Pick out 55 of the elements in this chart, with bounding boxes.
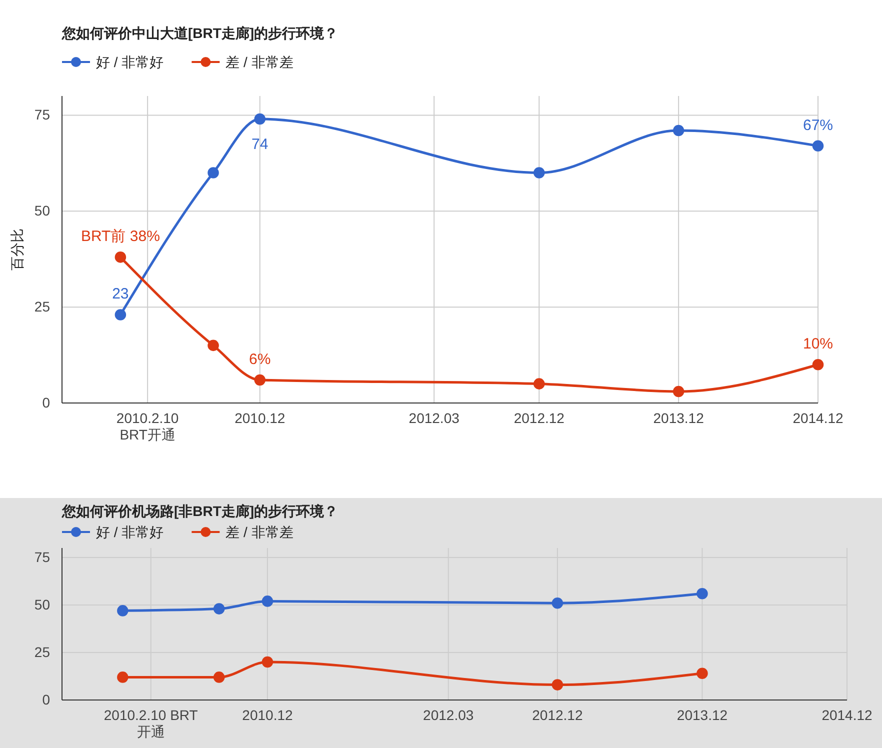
point: [254, 113, 266, 125]
chart-title: 您如何评价中山大道[BRT走廊]的步行环境？: [61, 25, 338, 41]
point: [117, 672, 128, 683]
point: [696, 668, 708, 680]
point: [672, 124, 684, 136]
data-label: 6%: [249, 350, 271, 368]
data-label: BRT前 38%: [80, 228, 160, 246]
x-tick-label: 2013.12: [653, 410, 704, 426]
point: [117, 605, 128, 616]
x-tick-label: 2010.2.10 BRT 开通: [104, 706, 198, 740]
point: [213, 672, 225, 683]
point: [254, 374, 266, 386]
legend-label: 差 / 非常差: [226, 54, 294, 70]
x-tick-label: 2012.12: [532, 706, 583, 723]
x-tick-label: 2012.03: [408, 410, 460, 426]
y-tick-label: 0: [42, 691, 50, 708]
y-axis-title: 百分比: [9, 228, 25, 270]
point: [533, 167, 545, 178]
point: [114, 309, 126, 320]
data-label: 74: [252, 136, 268, 154]
point: [208, 167, 219, 178]
point: [208, 340, 219, 352]
point: [114, 252, 126, 263]
x-tick-label: 2010.2.10 BRT开通: [116, 410, 179, 443]
y-tick-label: 25: [34, 298, 50, 315]
legend-label: 差 / 非常差: [226, 524, 294, 540]
point: [533, 378, 545, 390]
y-tick-label: 50: [34, 596, 50, 612]
x-tick-label: 2012.03: [423, 706, 474, 723]
data-label: 67%: [802, 116, 834, 134]
y-tick-label: 50: [34, 202, 50, 219]
y-tick-label: 75: [34, 106, 50, 123]
x-tick-label: 2012.12: [514, 410, 565, 426]
point: [812, 358, 824, 370]
point: [696, 588, 708, 600]
point: [812, 140, 824, 152]
point: [262, 596, 274, 607]
point: [213, 603, 225, 614]
y-tick-label: 25: [34, 644, 50, 660]
legend-label: 好 / 非常好: [96, 524, 164, 540]
x-tick-label: 2014.12: [822, 706, 873, 723]
point: [262, 656, 274, 668]
point: [552, 597, 564, 609]
data-label: 10%: [802, 336, 834, 353]
chart-title: 您如何评价机场路[非BRT走廊]的步行环境？: [61, 503, 338, 519]
data-label: 23: [112, 286, 129, 303]
x-tick-label: 2013.12: [676, 706, 728, 723]
legend-label: 好 / 非常好: [96, 54, 164, 70]
point: [672, 386, 684, 398]
x-tick-label: 2010.12: [234, 410, 286, 426]
x-tick-label: 2014.12: [792, 410, 844, 426]
x-tick-label: 2010.12: [242, 706, 293, 723]
y-tick-label: 0: [42, 394, 50, 410]
point: [552, 679, 564, 690]
y-tick-label: 75: [34, 548, 50, 565]
